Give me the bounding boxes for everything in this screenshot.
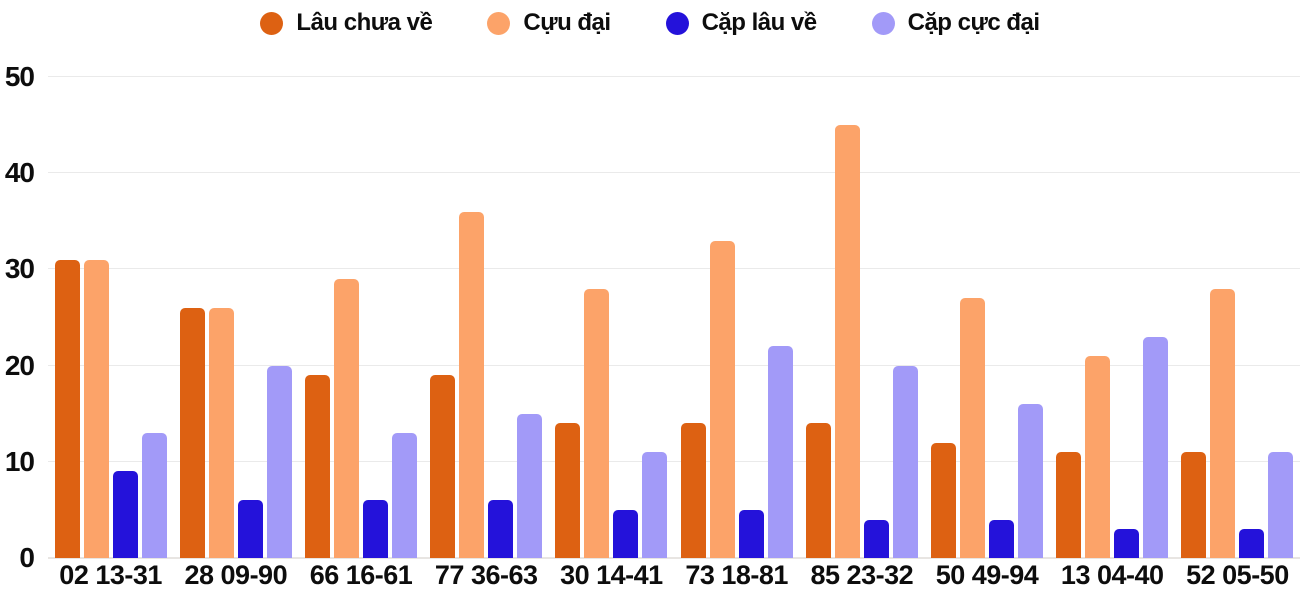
bar [892,365,918,558]
bar [112,471,138,558]
bar [517,413,543,558]
legend-item[interactable]: Cặp lâu về [665,9,818,37]
legend-swatch-icon [665,11,689,35]
bar-group [674,77,799,558]
x-axis-label: 77 36-63 [434,560,538,590]
legend-swatch-icon [871,11,895,35]
x-axis-label: 13 04-40 [1060,560,1164,590]
legend-label: Cặp cực đại [907,9,1040,36]
bar-group [1050,77,1175,558]
bar-group [924,77,1049,558]
legend-item[interactable]: Cặp cực đại [871,9,1040,37]
bar [208,307,234,558]
bar [430,375,456,558]
bar [141,432,167,558]
bar-group [1175,77,1300,558]
bar [237,500,263,558]
bar-group [173,77,298,558]
y-axis-tick-label: 10 [4,445,35,477]
x-axis-label: 52 05-50 [1186,560,1289,590]
bar [834,125,860,558]
bar [805,423,831,558]
bar [709,240,735,558]
bar [1143,336,1169,558]
bar [989,519,1015,558]
bar [738,509,764,558]
bar-group [48,77,173,558]
legend: Lâu chưa về Cựu đại Cặp lâu về Cặp cực đại [0,6,1300,40]
legend-item[interactable]: Cựu đại [487,9,611,37]
bar [931,442,957,558]
x-axis-label: 85 23-32 [810,560,914,590]
bar [459,211,485,558]
y-axis-tick-label: 50 [4,61,35,92]
bar [680,423,706,558]
gridline [48,364,1300,366]
y-axis-tick-label: 40 [4,157,35,189]
bar [54,259,80,558]
bar [1056,452,1082,558]
bar-group [298,77,423,558]
bar-group [549,77,674,558]
y-axis-tick-label: 0 [19,542,35,573]
legend-label: Lâu chưa về [296,9,433,36]
gridline [48,268,1300,270]
x-axis-label: 66 16-61 [309,560,413,590]
bar [266,365,292,558]
bar [305,375,330,558]
bar [1018,404,1044,558]
gridline [48,460,1300,462]
bar [1085,355,1111,558]
bar [488,500,514,558]
bar [1181,452,1207,558]
bar [863,519,889,558]
y-axis-tick-label: 30 [4,253,35,285]
legend-label: Cựu đại [523,9,611,36]
plot-area [48,76,1300,559]
legend-swatch-icon [487,11,511,35]
bar [642,452,668,558]
bar [392,432,417,558]
bar [83,259,109,558]
bar [1114,529,1140,558]
bar [1210,288,1236,558]
legend-item[interactable]: Lâu chưa về [260,9,433,37]
gridline [48,76,1300,77]
bar-group [424,77,549,558]
bar-groups [48,77,1300,558]
x-axis-baseline [48,557,1300,559]
bar [767,346,793,558]
bar [613,509,639,558]
bar [1268,452,1294,558]
x-axis-label: 73 18-81 [685,560,788,590]
x-axis: 02 13-31 28 09-90 66 16-61 77 36-63 30 14-41… [48,562,1300,589]
bar [584,288,610,558]
bar [1239,529,1265,558]
legend-swatch-icon [260,11,284,35]
gridline [48,172,1300,174]
bar [334,279,359,558]
bar [960,298,986,558]
bar [179,307,205,558]
bar [555,423,581,558]
x-axis-label: 30 14-41 [560,560,663,590]
x-axis-label: 50 49-94 [935,560,1039,590]
bar [363,500,388,558]
x-axis-label: 02 13-31 [59,560,162,590]
bar-group [799,77,924,558]
legend-label: Cặp lâu về [701,9,818,36]
x-axis-label: 28 09-90 [184,560,288,590]
y-axis-tick-label: 20 [4,349,35,381]
